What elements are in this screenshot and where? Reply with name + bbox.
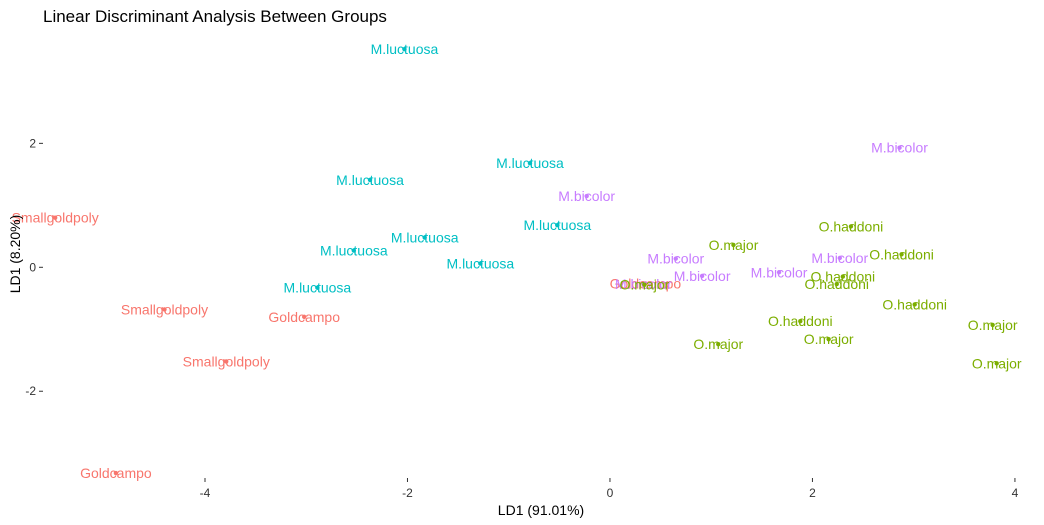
point-label: M.bicolor [674,268,731,284]
point-label: Goldcampo [80,465,152,481]
point-label: O.haddoni [768,313,833,329]
point-label: O.major [972,355,1022,371]
data-point [402,46,407,52]
point-label: O.major [804,331,854,347]
point-label: O.major [693,336,743,352]
data-point [584,193,589,199]
data-point [315,285,320,290]
point-label: Goldcampo [268,309,340,325]
point-label: M.bicolor [751,264,808,280]
point-label: O.haddoni [804,276,869,292]
data-point [555,222,560,228]
data-point [840,274,846,279]
point-label: M.bicolor [811,250,868,266]
point-label: M.bicolor [647,251,704,267]
data-point [912,302,917,307]
data-point [776,270,782,275]
data-point [162,307,167,312]
point-label: O.major [968,317,1018,333]
data-point [527,160,533,166]
data-point [351,248,357,253]
point-label: O.major [619,277,669,293]
data-point [673,256,678,261]
data-points: Smallgoldpoly Smallgoldpoly Smallgoldpoly G… [12,41,1022,481]
x-axis-label: LD1 (91.01%) [498,502,584,518]
data-point [990,322,995,328]
data-point [897,145,902,150]
point-label: M.luctuosa [523,217,591,233]
data-point [642,282,647,287]
point-label: M.luctuosa [336,172,404,188]
data-point [113,470,119,476]
x-tick-label: -4 [200,486,211,500]
data-point [422,235,427,240]
data-point [731,242,736,248]
point-label: Smallgoldpoly [121,301,208,317]
y-tick-label: -2 [25,384,36,398]
data-point [798,319,803,324]
data-point [716,341,721,347]
point-label: M.luctuosa [496,155,564,171]
data-point [224,359,229,364]
point-label: M.luctuosa [320,243,388,259]
data-point [699,273,705,279]
data-point [837,255,842,261]
point-label: O.haddoni [882,296,947,312]
data-point [994,361,999,366]
point-label: Smallgoldpoly [183,353,270,369]
point-label: O.haddoni [811,269,876,285]
y-axis-label: LD1 (8.20%) [7,215,23,294]
x-tick-label: -2 [402,486,413,500]
data-point [367,177,373,183]
data-point [899,252,904,257]
point-label: M.luctuosa [284,280,352,296]
data-point [52,215,58,220]
point-label: Smallgoldpoly [12,210,99,226]
point-label: O.haddoni [819,218,884,234]
y-tick-label: 2 [29,136,36,150]
point-label: M.bicolor [871,140,928,156]
data-point [834,281,839,287]
point-label: M.luctuosa [371,41,439,57]
x-tick-label: 0 [607,486,614,500]
point-label: M.luctuosa [447,256,515,272]
x-tick-label: 2 [809,486,816,500]
point-label: M.luctuosa [391,230,459,246]
data-point [848,224,854,229]
axis-ticks: -4 -2 0 2 4 -2 0 2 [25,136,1018,500]
x-tick-label: 4 [1012,486,1019,500]
data-point [478,261,483,266]
point-label: O.haddoni [869,246,934,262]
data-point [302,314,307,320]
data-point [826,336,831,342]
point-label: M.bicolor [558,188,615,204]
point-label: O.major [709,237,759,253]
y-tick-label: 0 [29,260,36,274]
chart-title: Linear Discriminant Analysis Between Gro… [43,7,387,26]
